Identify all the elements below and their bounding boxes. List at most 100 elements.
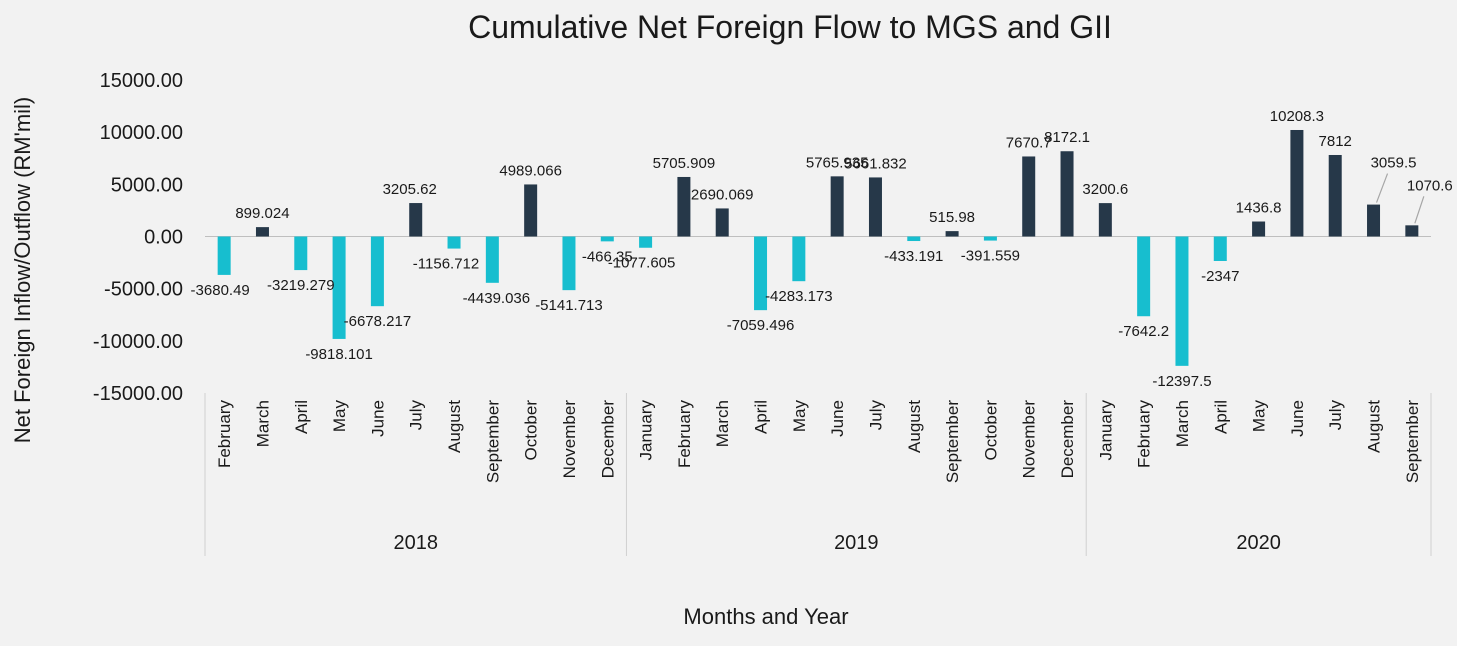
- category-label: March: [253, 400, 272, 447]
- data-label: 899.024: [235, 205, 289, 222]
- bar: [485, 236, 499, 283]
- leader-line: [1414, 196, 1425, 224]
- data-label: 5705.909: [653, 155, 716, 172]
- category-label: August: [445, 400, 464, 453]
- y-axis-title: Net Foreign Inflow/Outflow (RM'mil): [10, 97, 35, 444]
- data-label: -3219.279: [267, 277, 335, 294]
- category-label: February: [675, 400, 694, 469]
- x-axis-categories: February March April May June July August Septe…: [215, 400, 1422, 484]
- data-label: 7670.7: [1006, 134, 1052, 151]
- year-label: 2019: [834, 532, 879, 554]
- data-label: 3200.6: [1082, 181, 1128, 198]
- category-label: July: [1326, 400, 1345, 431]
- data-label: 7812: [1319, 133, 1352, 150]
- data-label: 10208.3: [1270, 108, 1324, 125]
- bar: [715, 208, 729, 237]
- bar: [370, 236, 384, 307]
- data-label: 2690.069: [691, 186, 754, 203]
- bar: [639, 236, 653, 248]
- x-axis-years: 2018 2019 2020: [204, 393, 1432, 556]
- year-label: 2020: [1236, 532, 1281, 554]
- y-tick-label: -5000.00: [104, 279, 183, 301]
- category-label: April: [1211, 400, 1230, 434]
- bar: [1328, 154, 1342, 237]
- data-label: -4283.173: [765, 288, 833, 305]
- y-tick-label: -15000.00: [93, 383, 183, 405]
- data-label: -1156.712: [413, 256, 479, 273]
- data-label: -5141.713: [535, 297, 603, 314]
- data-label: -7642.2: [1118, 323, 1169, 340]
- category-label: June: [368, 400, 387, 437]
- category-label: January: [637, 400, 656, 461]
- y-tick-label: 5000.00: [111, 174, 183, 196]
- bar: [754, 236, 768, 311]
- category-label: December: [1058, 400, 1077, 479]
- y-tick-label: -10000.00: [93, 331, 183, 353]
- category-label: November: [560, 400, 579, 479]
- data-label: -12397.5: [1152, 373, 1211, 390]
- data-label: 1070.6: [1407, 177, 1453, 194]
- year-label: 2018: [393, 532, 438, 554]
- data-label: -433.191: [884, 248, 943, 265]
- category-label: April: [752, 400, 771, 434]
- data-label: 3205.62: [383, 181, 437, 198]
- bar: [1060, 151, 1074, 237]
- chart-title: Cumulative Net Foreign Flow to MGS and G…: [468, 9, 1112, 45]
- bar: [332, 236, 346, 339]
- bar: [983, 236, 997, 241]
- data-labels: -3680.49 899.024 -3219.279 -9818.101 -6678.2…: [191, 108, 1453, 390]
- bar: [1022, 156, 1036, 237]
- data-label: -7059.496: [727, 317, 795, 334]
- data-label: 1436.8: [1236, 200, 1282, 217]
- category-label: June: [1288, 400, 1307, 437]
- y-tick-label: 0.00: [144, 227, 183, 249]
- bar: [1098, 203, 1112, 237]
- bar: [868, 177, 882, 237]
- bar: [1252, 221, 1266, 237]
- category-label: July: [866, 400, 885, 431]
- category-label: May: [330, 400, 349, 433]
- bar: [1290, 129, 1304, 237]
- bar: [1405, 225, 1419, 237]
- bar: [217, 236, 231, 275]
- bar: [255, 227, 269, 237]
- bar: [1137, 236, 1151, 317]
- data-label: 3059.5: [1371, 155, 1417, 172]
- y-axis: 15000.00 10000.00 5000.00 0.00 -5000.00 -1000…: [93, 70, 183, 405]
- bar: [562, 236, 576, 291]
- data-label: 515.98: [929, 209, 975, 226]
- bar: [907, 236, 921, 242]
- data-label: 5661.832: [844, 155, 907, 172]
- bar: [1175, 236, 1189, 366]
- category-label: October: [981, 400, 1000, 461]
- category-label: October: [522, 400, 541, 461]
- data-label: -4439.036: [463, 290, 531, 307]
- category-label: May: [1250, 400, 1269, 433]
- data-label: -391.559: [961, 248, 1020, 265]
- category-label: March: [713, 400, 732, 447]
- data-label: -6678.217: [344, 313, 412, 330]
- data-label: -466.35: [582, 248, 633, 265]
- data-label: -9818.101: [305, 346, 373, 363]
- data-label: 8172.1: [1044, 129, 1090, 146]
- bar: [524, 184, 538, 237]
- category-label: August: [1365, 400, 1384, 453]
- bar: [294, 236, 308, 271]
- data-label: -2347: [1201, 268, 1239, 285]
- category-label: November: [1020, 400, 1039, 479]
- bar: [945, 231, 959, 237]
- bars: [217, 129, 1419, 366]
- bar: [792, 236, 806, 282]
- category-label: April: [292, 400, 311, 434]
- bar: [677, 176, 691, 237]
- bar: [1213, 236, 1227, 261]
- y-tick-label: 10000.00: [100, 122, 183, 144]
- bar: [1367, 204, 1381, 237]
- bar: [600, 236, 614, 242]
- leader-line: [1375, 173, 1389, 203]
- bar: [830, 176, 844, 237]
- category-label: September: [943, 400, 962, 483]
- category-label: August: [905, 400, 924, 453]
- category-label: September: [483, 400, 502, 483]
